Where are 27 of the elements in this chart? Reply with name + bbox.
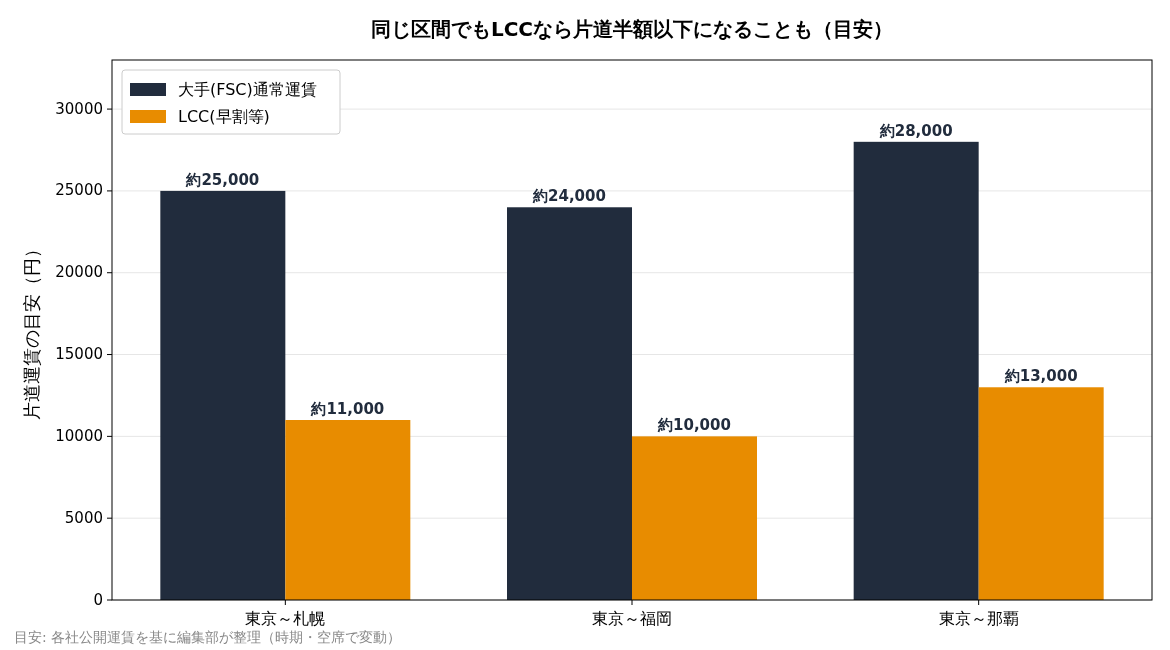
y-tick-label: 30000 bbox=[55, 99, 103, 118]
data-label: 約11,000 bbox=[310, 400, 385, 418]
y-axis-title: 片道運賃の目安（円） bbox=[21, 240, 42, 420]
y-tick-label: 25000 bbox=[55, 181, 103, 200]
legend-label: LCC(早割等) bbox=[178, 106, 270, 126]
bar bbox=[285, 420, 411, 600]
x-tick-label: 東京～那覇 bbox=[938, 609, 1019, 628]
bar bbox=[632, 436, 757, 600]
bar bbox=[853, 141, 979, 600]
legend-label: 大手(FSC)通常運賃 bbox=[178, 79, 317, 99]
data-label: 約25,000 bbox=[185, 170, 260, 189]
y-tick-label: 5000 bbox=[64, 508, 103, 527]
y-tick-label: 20000 bbox=[55, 263, 103, 282]
y-tick-label: 0 bbox=[93, 590, 103, 609]
x-tick-label: 東京～福岡 bbox=[592, 609, 672, 628]
data-label: 約24,000 bbox=[532, 187, 606, 206]
bar bbox=[507, 207, 632, 600]
data-label: 約28,000 bbox=[878, 121, 953, 140]
x-tick-label: 東京～札幌 bbox=[245, 609, 326, 628]
data-label: 約10,000 bbox=[657, 416, 731, 435]
y-tick-label: 15000 bbox=[55, 345, 103, 364]
chart-title: 同じ区間でもLCCなら片道半額以下になることも（目安） bbox=[370, 17, 894, 41]
bar bbox=[978, 387, 1104, 600]
y-tick-label: 10000 bbox=[55, 426, 103, 445]
bar bbox=[160, 190, 286, 600]
data-label: 約13,000 bbox=[1003, 367, 1078, 386]
text: 目安: 各社公開運賃を基に編集部が整理（時期・空席で変動） bbox=[14, 629, 402, 645]
